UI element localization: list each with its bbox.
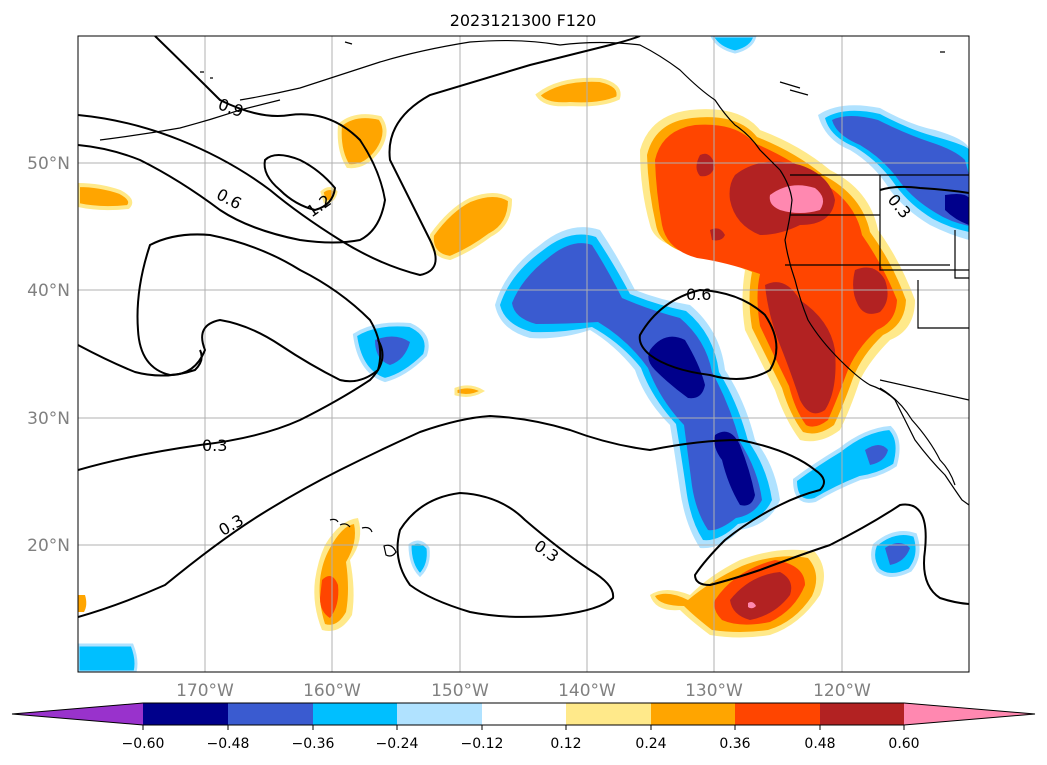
colorbar-segment bbox=[397, 703, 482, 725]
colorbar-segment bbox=[482, 703, 566, 725]
colorbar-tick-label: −0.24 bbox=[376, 736, 419, 752]
colorbar-tick-label: −0.60 bbox=[122, 736, 165, 752]
positive-anomaly-small-3 bbox=[78, 595, 87, 612]
negative-anomaly-southwest bbox=[78, 643, 138, 672]
positive-anomaly-west-edge bbox=[78, 182, 133, 211]
colorbar: −0.60 −0.48 −0.36 −0.24 −0.12 0.12 0.24 … bbox=[11, 702, 1036, 752]
colorbar-extend-high bbox=[904, 703, 1035, 725]
map-area: 0.9 0.6 1.2 0.6 0.3 0.3 0.3 0.3 bbox=[78, 36, 969, 672]
lon-label: 160°W bbox=[303, 681, 361, 701]
latitude-labels: 50°N 40°N 30°N 20°N bbox=[27, 154, 70, 556]
colorbar-tick-label: 0.24 bbox=[635, 736, 666, 752]
colorbar-segment bbox=[651, 703, 735, 725]
contour-0.9 bbox=[78, 36, 387, 244]
positive-anomaly-small-2 bbox=[454, 385, 485, 397]
colorbar-segment bbox=[566, 703, 651, 725]
colorbar-segment bbox=[313, 703, 397, 725]
contour-1.2 bbox=[263, 154, 337, 212]
lat-label: 30°N bbox=[27, 409, 70, 429]
contour-label: 0.6 bbox=[686, 285, 711, 304]
lon-label: 120°W bbox=[813, 681, 871, 701]
lon-label: 170°W bbox=[176, 681, 234, 701]
border-states bbox=[785, 175, 969, 401]
contour-0.6-west bbox=[136, 233, 382, 383]
lat-label: 40°N bbox=[27, 281, 70, 301]
negative-anomaly-mexico-core bbox=[885, 543, 910, 565]
positive-anomaly-hawaii bbox=[314, 518, 361, 631]
contour-lines bbox=[78, 36, 969, 618]
contour-0.6-north bbox=[78, 36, 641, 277]
negative-anomaly-northeast bbox=[818, 105, 969, 240]
lat-label: 20°N bbox=[27, 536, 70, 556]
coast-alaska bbox=[239, 39, 781, 171]
coast-hawaii bbox=[329, 518, 397, 557]
colorbar-tick-label: 0.36 bbox=[719, 736, 750, 752]
map-title: 2023121300 F120 bbox=[450, 11, 597, 30]
contour-0.3-south bbox=[78, 414, 969, 618]
coastlines bbox=[99, 39, 969, 557]
colorbar-tick-labels: −0.60 −0.48 −0.36 −0.24 −0.12 0.12 0.24 … bbox=[122, 736, 920, 752]
contour-0.3-hawaii bbox=[396, 491, 615, 618]
contour-0.3-northeast bbox=[879, 185, 969, 194]
colorbar-tick-label: 0.48 bbox=[804, 736, 835, 752]
negative-anomaly-baja-core bbox=[865, 445, 888, 465]
colorbar-ticks bbox=[142, 725, 905, 730]
negative-anomaly-baja bbox=[792, 425, 900, 503]
graticule bbox=[78, 36, 969, 672]
negative-anomaly-hawaii-east bbox=[408, 540, 430, 578]
coast-alaska-peninsula bbox=[99, 99, 281, 141]
colorbar-tick-label: −0.36 bbox=[292, 736, 335, 752]
positive-anomaly-south bbox=[650, 549, 824, 638]
contour-0.3-mid bbox=[78, 339, 384, 471]
colorbar-segment bbox=[735, 703, 820, 725]
coast-islands-aleutians bbox=[200, 41, 945, 96]
lon-label: 150°W bbox=[431, 681, 489, 701]
contour-0.6-east bbox=[638, 288, 778, 380]
longitude-labels: 170°W 160°W 150°W 140°W 130°W 120°W bbox=[176, 681, 871, 701]
negative-anomaly-central-core bbox=[375, 336, 410, 365]
negative-anomaly-alaska bbox=[710, 36, 757, 54]
lat-label: 50°N bbox=[27, 154, 70, 174]
coast-baja bbox=[879, 387, 956, 486]
colorbar-segment bbox=[143, 703, 228, 725]
lon-label: 140°W bbox=[558, 681, 616, 701]
positive-anomaly-north-pacific-b bbox=[429, 193, 513, 261]
colorbar-tick-label: 0.60 bbox=[888, 736, 919, 752]
colorbar-tick-label: −0.48 bbox=[207, 736, 250, 752]
colorbar-tick-label: 0.12 bbox=[550, 736, 581, 752]
coast-north-america bbox=[779, 169, 969, 506]
map-frame bbox=[77, 35, 970, 673]
colorbar-extend-low bbox=[12, 703, 143, 725]
contour-label: 0.3 bbox=[202, 436, 227, 455]
filled-contours bbox=[78, 36, 969, 672]
positive-anomaly-north-pacific-a bbox=[337, 114, 387, 169]
positive-anomaly-gulf-alaska bbox=[535, 77, 621, 107]
colorbar-segment bbox=[228, 703, 313, 725]
positive-anomaly-west-coast bbox=[640, 109, 915, 442]
contour-0.3-west bbox=[78, 344, 203, 377]
colorbar-tick-label: −0.12 bbox=[461, 736, 504, 752]
lon-label: 130°W bbox=[685, 681, 743, 701]
colorbar-segment bbox=[820, 703, 904, 725]
